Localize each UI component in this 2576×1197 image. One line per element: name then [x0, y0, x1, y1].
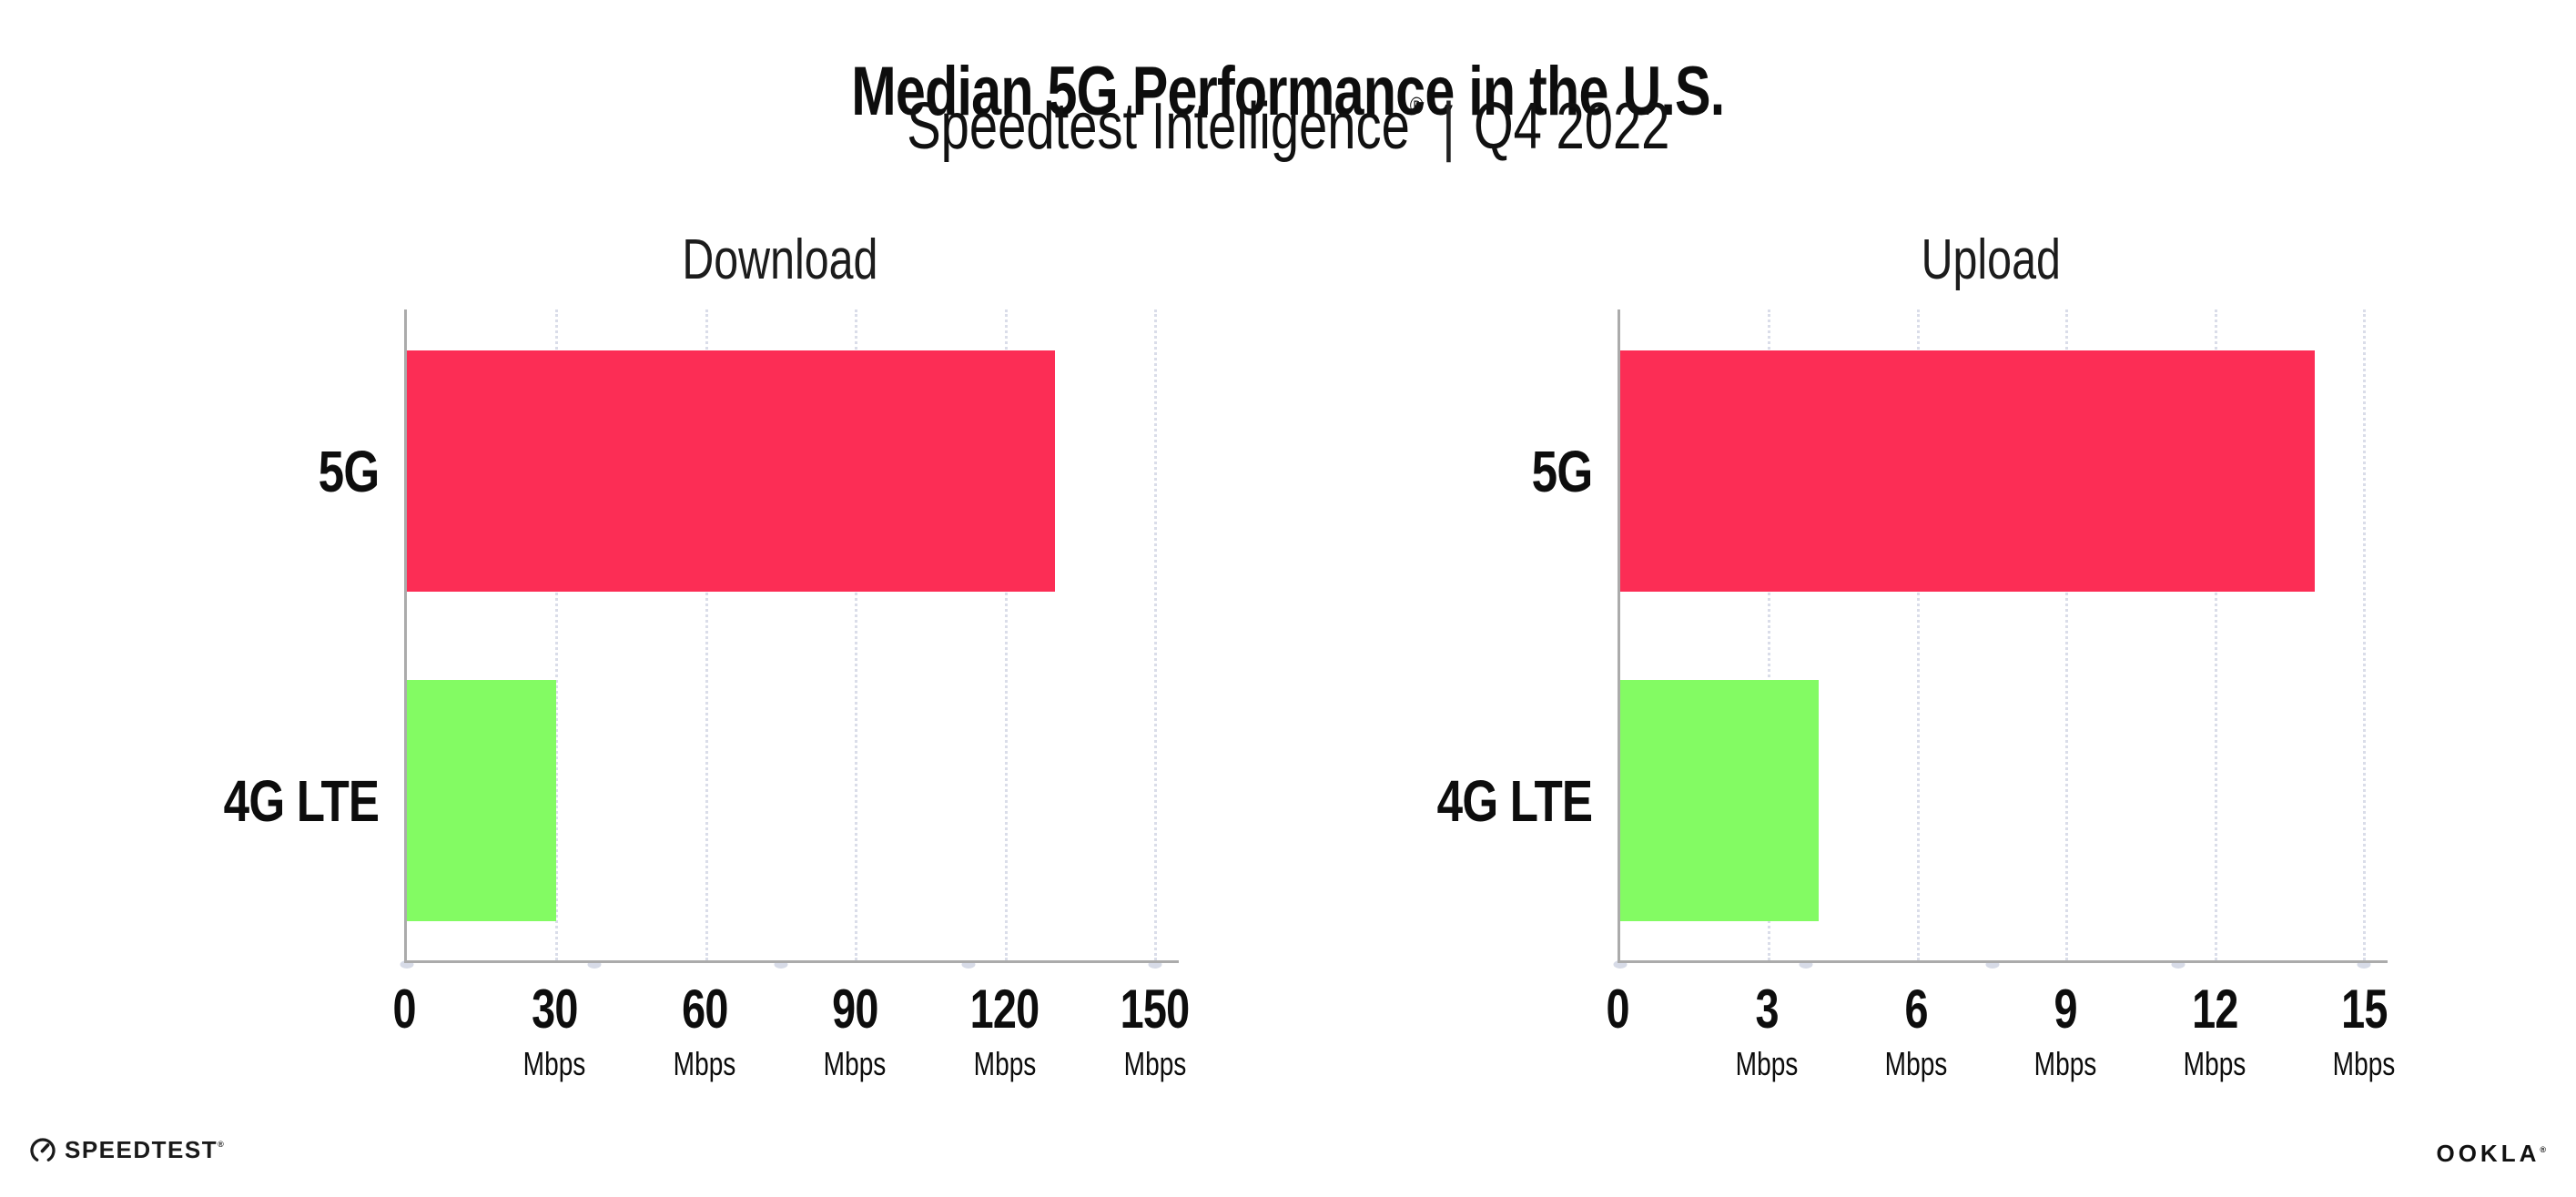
upload-category-label-4g-lte: 4G LTE	[1436, 767, 1592, 834]
download-x-axis: 0 30 Mbps 60 Mbps 90 Mbps 120 Mbps 150 Mbps	[392, 960, 1190, 1120]
upload-tick-12: 12 Mbps	[2078, 960, 2351, 1080]
upload-tick-unit-6: Mbps	[1884, 1045, 1948, 1082]
upload-tick-6: 6 Mbps	[1780, 960, 2053, 1080]
download-axis-dot	[587, 960, 601, 969]
download-tick-60: 60 Mbps	[568, 960, 841, 1080]
download-tick-unit-150: Mbps	[1123, 1045, 1187, 1082]
upload-chart: Upload 5G 4G LTE 0 3 Mbps 6 Mbps 9 Mbps 12 Mbps 15…	[1350, 232, 2424, 1124]
page-subtitle: Speedtest Intelligence® | Q4 2022	[0, 90, 2576, 163]
download-tick-30: 30 Mbps	[418, 960, 691, 1080]
download-chart-title: Download	[681, 228, 878, 291]
download-tick-150: 150 Mbps	[1019, 960, 1292, 1080]
download-axis-dot	[961, 960, 975, 969]
ookla-wordmark: OOKLA	[2436, 1140, 2541, 1167]
download-plot-area	[400, 309, 1179, 969]
upload-axis-dot	[2171, 960, 2186, 969]
upload-axis-dot	[1613, 960, 1628, 969]
speedtest-registered-mark: ®	[218, 1140, 224, 1149]
download-axis-dot	[1148, 960, 1162, 969]
download-axis-dot	[774, 960, 788, 969]
upload-tick-3: 3 Mbps	[1630, 960, 1903, 1080]
download-bar-5g	[407, 350, 1056, 592]
download-tick-unit-90: Mbps	[823, 1045, 887, 1082]
download-gridline-150	[1154, 309, 1157, 960]
download-tick-90: 90 Mbps	[718, 960, 991, 1080]
download-axis-dot	[400, 960, 414, 969]
ookla-logo: OOKLA®	[2436, 1140, 2546, 1168]
upload-category-label-5g: 5G	[1531, 438, 1593, 504]
upload-tick-unit-15: Mbps	[2332, 1045, 2396, 1082]
download-tick-0: 0	[392, 979, 416, 1040]
upload-tick-9: 9 Mbps	[1929, 960, 2202, 1080]
subtitle-divider: |	[1441, 90, 1455, 163]
download-chart: Download 5G 4G LTE 0 30 Mbps 60 Mbps 90 Mbps 120…	[137, 232, 1211, 1124]
page-title-text: Median 5G Performance in the U.S.	[851, 52, 1725, 130]
download-tick-unit-60: Mbps	[673, 1045, 736, 1082]
upload-y-axis-labels: 5G 4G LTE	[1350, 309, 1618, 960]
upload-tick-0: 0	[1606, 979, 1629, 1040]
download-category-label-5g: 5G	[318, 438, 380, 504]
speedtest-gauge-icon	[29, 1137, 56, 1164]
upload-x-axis: 0 3 Mbps 6 Mbps 9 Mbps 12 Mbps 15 Mbps	[1606, 960, 2395, 1120]
download-gridline-30	[555, 309, 559, 960]
upload-chart-title: Upload	[1921, 228, 2061, 291]
upload-gridline-15	[2363, 309, 2366, 960]
download-tick-unit-120: Mbps	[973, 1045, 1037, 1082]
download-category-label-4g-lte: 4G LTE	[223, 767, 379, 834]
registered-mark: ®	[1409, 92, 1424, 119]
download-gridline-120	[1004, 309, 1008, 960]
upload-gridline-3	[1768, 309, 1771, 960]
speedtest-logo: SPEEDTEST®	[29, 1136, 224, 1164]
upload-gridline-9	[2065, 309, 2069, 960]
upload-tick-unit-12: Mbps	[2183, 1045, 2246, 1082]
upload-tick-15: 15 Mbps	[2227, 960, 2500, 1080]
upload-gridline-6	[1916, 309, 1920, 960]
page-title: Median 5G Performance in the U.S.	[0, 56, 2576, 128]
upload-axis-dot	[1799, 960, 1813, 969]
download-gridline-60	[705, 309, 708, 960]
upload-tick-unit-3: Mbps	[1735, 1045, 1799, 1082]
upload-axis-dot	[2357, 960, 2371, 969]
upload-tick-unit-9: Mbps	[2033, 1045, 2097, 1082]
upload-plot-area	[1613, 309, 2388, 969]
subtitle-brand: Speedtest Intelligence	[906, 90, 1410, 163]
download-bar-4g-lte	[407, 680, 557, 921]
download-tick-unit-30: Mbps	[522, 1045, 586, 1082]
ookla-registered-mark: ®	[2540, 1145, 2546, 1154]
upload-axis-dot	[1985, 960, 1999, 969]
upload-bar-4g-lte	[1620, 680, 1819, 921]
subtitle-period: Q4 2022	[1473, 90, 1670, 163]
download-y-axis-labels: 5G 4G LTE	[137, 309, 404, 960]
download-gridline-90	[855, 309, 858, 960]
speedtest-wordmark: SPEEDTEST®	[65, 1136, 224, 1163]
upload-bar-5g	[1620, 350, 2315, 592]
download-tick-120: 120 Mbps	[868, 960, 1141, 1080]
upload-gridline-12	[2214, 309, 2217, 960]
